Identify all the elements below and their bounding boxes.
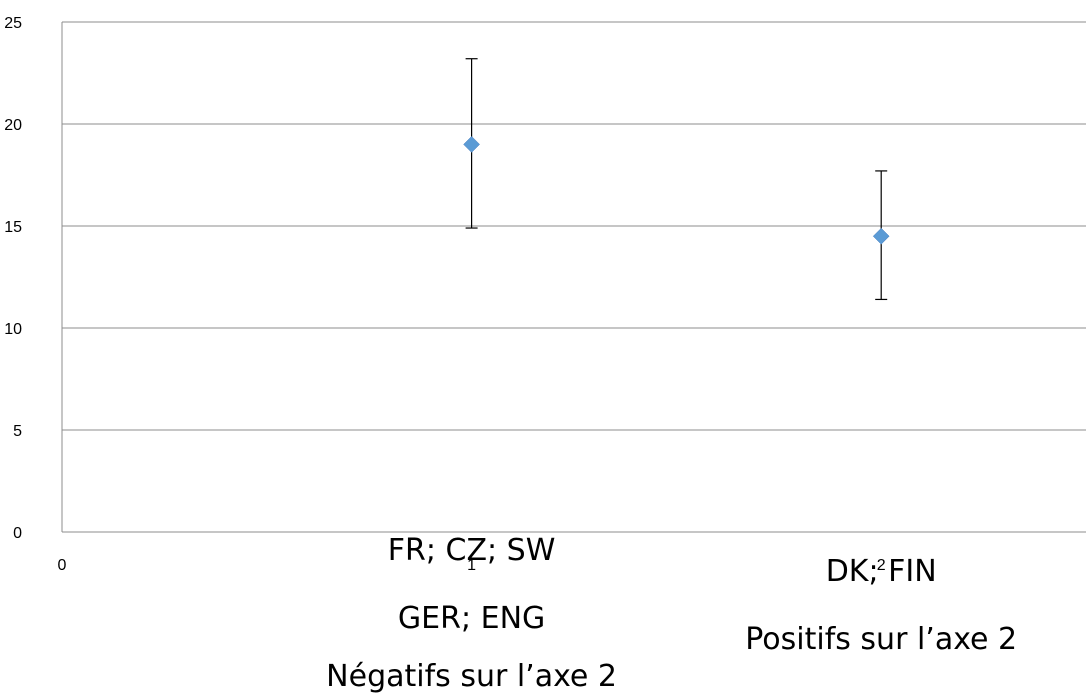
y-tick-label: 15 — [4, 219, 22, 236]
category-label: GER; ENG — [398, 601, 545, 636]
data-point-diamond — [872, 227, 890, 245]
y-tick-label: 25 — [4, 15, 22, 32]
category-label: Positifs sur l’axe 2 — [745, 622, 1017, 657]
x-tick-label: 2 — [877, 557, 886, 574]
error-bars — [465, 58, 888, 301]
data-point-diamond — [463, 136, 480, 153]
x-tick-label: 1 — [467, 557, 476, 574]
data-points — [463, 136, 890, 245]
y-tick-label: 20 — [4, 117, 22, 134]
y-tick-label: 10 — [4, 321, 22, 338]
x-tick-labels: 0 1 2 — [58, 557, 886, 574]
category-label: FR; CZ; SW — [388, 533, 556, 568]
y-tick-label: 5 — [13, 423, 22, 440]
category-label: DK; FIN — [826, 554, 937, 589]
y-tick-label: 0 — [13, 525, 22, 542]
x-tick-label: 0 — [58, 557, 67, 574]
y-tick-labels: 0 5 10 15 20 25 — [4, 15, 22, 542]
grid-lines — [62, 21, 1086, 533]
category-labels: FR; CZ; SW GER; ENG Négatifs sur l’axe 2 DK… — [326, 533, 1017, 694]
category-label: Négatifs sur l’axe 2 — [326, 659, 617, 694]
